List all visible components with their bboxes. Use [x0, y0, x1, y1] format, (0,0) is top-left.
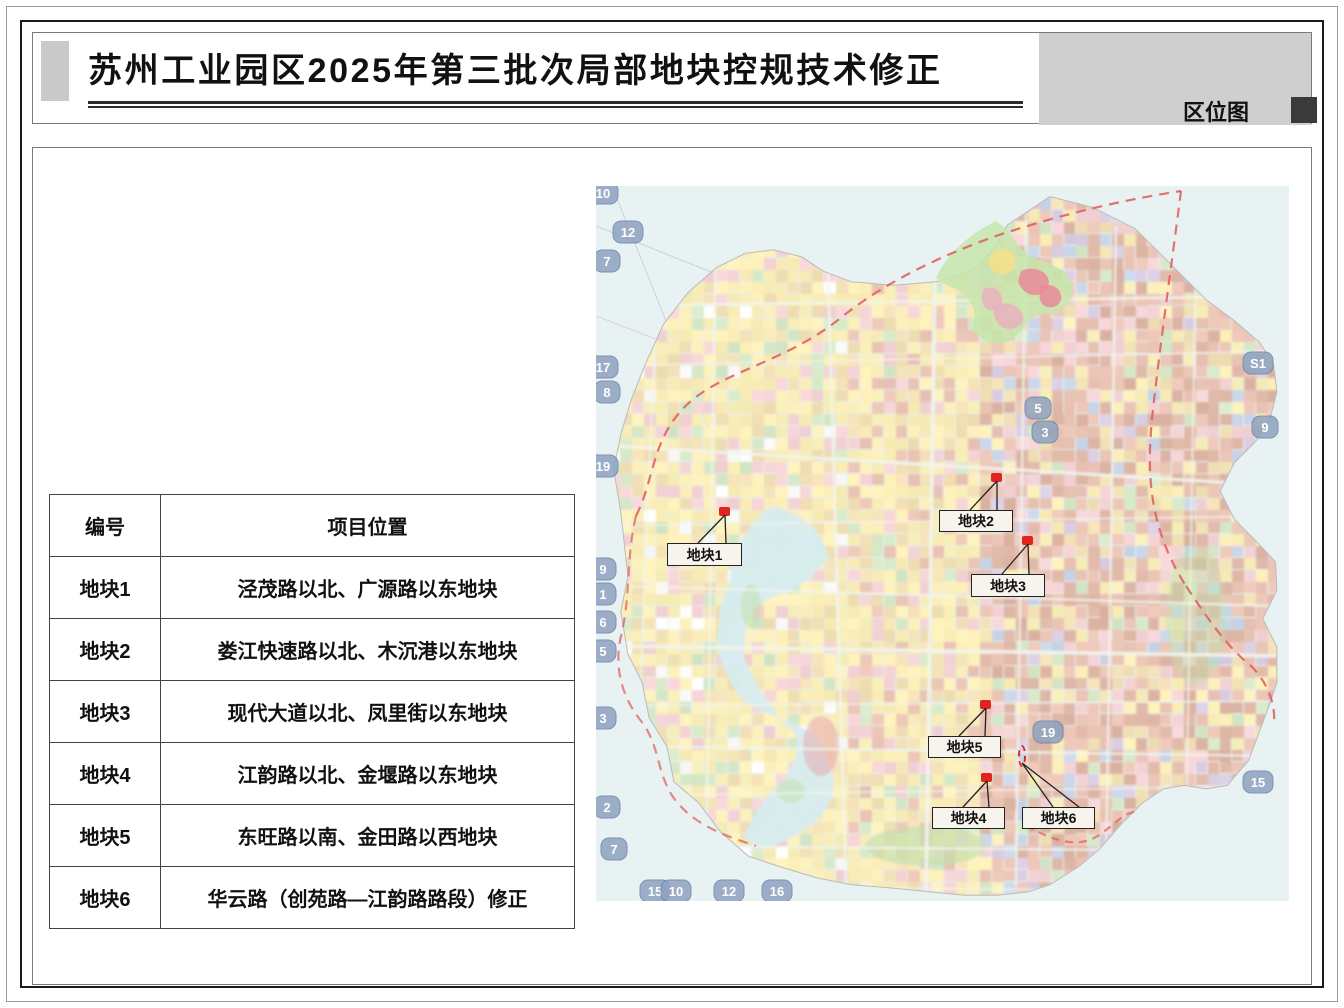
svg-text:19: 19	[1041, 725, 1055, 740]
svg-text:7: 7	[603, 254, 610, 269]
svg-text:10: 10	[596, 186, 610, 201]
svg-text:12: 12	[621, 225, 635, 240]
svg-text:5: 5	[1034, 401, 1041, 416]
svg-text:S1: S1	[1250, 356, 1266, 371]
svg-text:2: 2	[603, 800, 610, 815]
svg-text:15: 15	[648, 884, 662, 899]
svg-text:9: 9	[599, 562, 606, 577]
svg-text:16: 16	[770, 884, 784, 899]
svg-text:10: 10	[669, 884, 683, 899]
svg-text:7: 7	[610, 842, 617, 857]
svg-text:19: 19	[596, 459, 610, 474]
svg-text:8: 8	[603, 385, 610, 400]
svg-text:3: 3	[599, 711, 606, 726]
svg-text:9: 9	[1261, 420, 1268, 435]
svg-text:1: 1	[599, 587, 606, 602]
svg-text:3: 3	[1041, 425, 1048, 440]
svg-text:17: 17	[596, 360, 610, 375]
svg-text:5: 5	[599, 644, 606, 659]
svg-text:15: 15	[1251, 775, 1265, 790]
svg-text:6: 6	[599, 615, 606, 630]
svg-text:12: 12	[722, 884, 736, 899]
